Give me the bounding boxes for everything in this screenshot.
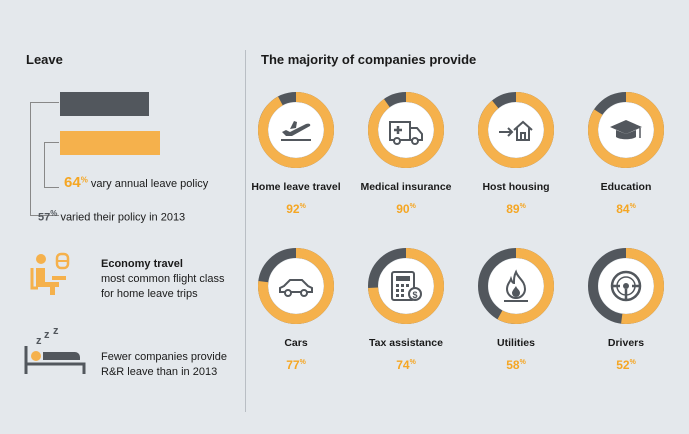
svg-text:z: z bbox=[36, 335, 42, 347]
leave-bar-current bbox=[60, 131, 160, 155]
donut-label: Home leave travel bbox=[251, 181, 341, 193]
graduation-cap-icon bbox=[606, 110, 646, 150]
donut-value: 52% bbox=[571, 358, 681, 372]
donut-value-arc bbox=[258, 92, 334, 168]
donut-education bbox=[588, 92, 664, 168]
donut-value-number: 77 bbox=[286, 358, 300, 372]
seated-passenger-icon bbox=[30, 252, 74, 298]
donut-value-pct: % bbox=[409, 203, 416, 210]
donut-value-number: 74 bbox=[396, 358, 410, 372]
donut-drivers bbox=[588, 248, 664, 324]
donut-value-number: 52 bbox=[616, 358, 630, 372]
donut-host-housing bbox=[478, 92, 554, 168]
bracket-outer bbox=[30, 102, 59, 216]
sleeping-person-icon: z z z bbox=[22, 325, 88, 374]
note2-line1: Fewer companies provide bbox=[101, 351, 227, 363]
donut-value-number: 58 bbox=[506, 358, 520, 372]
donut-label: Host housing bbox=[482, 181, 550, 193]
donut-home-leave-travel bbox=[258, 92, 334, 168]
donut-value: 89% bbox=[461, 202, 571, 216]
donut-value-number: 90 bbox=[396, 202, 410, 216]
car-icon bbox=[276, 266, 316, 306]
chart-title: The majority of companies provide bbox=[261, 52, 477, 67]
donut-label: Drivers bbox=[607, 337, 645, 349]
svg-text:z: z bbox=[44, 329, 50, 341]
house-arrow-icon bbox=[496, 110, 536, 150]
donut-label: Education bbox=[600, 181, 652, 193]
stat2-value: 57 bbox=[38, 211, 51, 224]
stat1-value: 64 bbox=[64, 174, 81, 191]
ambulance-icon bbox=[386, 110, 426, 150]
stat2-text: varied their policy in 2013 bbox=[60, 211, 186, 224]
bracket-inner bbox=[44, 142, 59, 188]
leave-title: Leave bbox=[26, 52, 63, 67]
donut-value-pct: % bbox=[299, 203, 306, 210]
donut-value-arc bbox=[588, 92, 664, 168]
donut-value-number: 89 bbox=[506, 202, 520, 216]
donut-value: 58% bbox=[461, 358, 571, 372]
donut-value-number: 92 bbox=[286, 202, 300, 216]
note-rr-leave: Fewer companies provide R&R leave than i… bbox=[101, 350, 227, 380]
donut-value-arc bbox=[588, 248, 664, 324]
donut-value: 84% bbox=[571, 202, 681, 216]
donut-medical-insurance bbox=[368, 92, 444, 168]
donut-value: 77% bbox=[241, 358, 351, 372]
stat2-pct: % bbox=[50, 209, 58, 218]
donut-value: 92% bbox=[241, 202, 351, 216]
section-divider bbox=[245, 50, 246, 412]
donut-label: Medical insurance bbox=[360, 181, 452, 193]
note2-line2: R&R leave than in 2013 bbox=[101, 366, 218, 378]
donut-value-pct: % bbox=[519, 203, 526, 210]
donut-value-arc bbox=[368, 248, 444, 324]
donut-label: Tax assistance bbox=[369, 337, 443, 349]
donut-label: Cars bbox=[284, 337, 308, 349]
airplane-takeoff-icon bbox=[276, 110, 316, 150]
stat-varied-2013: 57% varied their policy in 2013 bbox=[38, 209, 185, 224]
donut-value-pct: % bbox=[409, 359, 416, 366]
donut-value-arc bbox=[478, 92, 554, 168]
donut-cars bbox=[258, 248, 334, 324]
donut-hole bbox=[378, 102, 434, 158]
stat1-pct: % bbox=[80, 175, 88, 185]
donut-value: 74% bbox=[351, 358, 461, 372]
steering-wheel-icon bbox=[606, 266, 646, 306]
stat-vary-leave: 64% vary annual leave policy bbox=[64, 174, 208, 191]
donut-value-arc bbox=[258, 248, 334, 324]
donut-value-arc bbox=[478, 248, 554, 324]
note1-line1: most common flight class bbox=[101, 273, 225, 285]
donut-value-pct: % bbox=[299, 359, 306, 366]
svg-text:$: $ bbox=[412, 290, 417, 300]
note1-line2: for home leave trips bbox=[101, 288, 198, 300]
donut-value-number: 84 bbox=[616, 202, 630, 216]
donut-label: Utilities bbox=[497, 337, 535, 349]
donut-value-pct: % bbox=[519, 359, 526, 366]
note1-title: Economy travel bbox=[101, 258, 183, 270]
donut-tax-assistance: $ bbox=[368, 248, 444, 324]
donut-value: 90% bbox=[351, 202, 461, 216]
donut-value-pct: % bbox=[629, 359, 636, 366]
donut-value-arc bbox=[368, 92, 444, 168]
note-economy-travel: Economy travel most common flight class … bbox=[101, 257, 224, 302]
donut-utilities bbox=[478, 248, 554, 324]
donut-hole bbox=[268, 258, 324, 314]
svg-text:z: z bbox=[53, 326, 59, 337]
flame-icon bbox=[496, 266, 536, 306]
calculator-icon: $ bbox=[386, 266, 426, 306]
stat1-text: vary annual leave policy bbox=[90, 178, 209, 190]
donut-value-pct: % bbox=[629, 203, 636, 210]
leave-bar-2013 bbox=[60, 92, 150, 116]
